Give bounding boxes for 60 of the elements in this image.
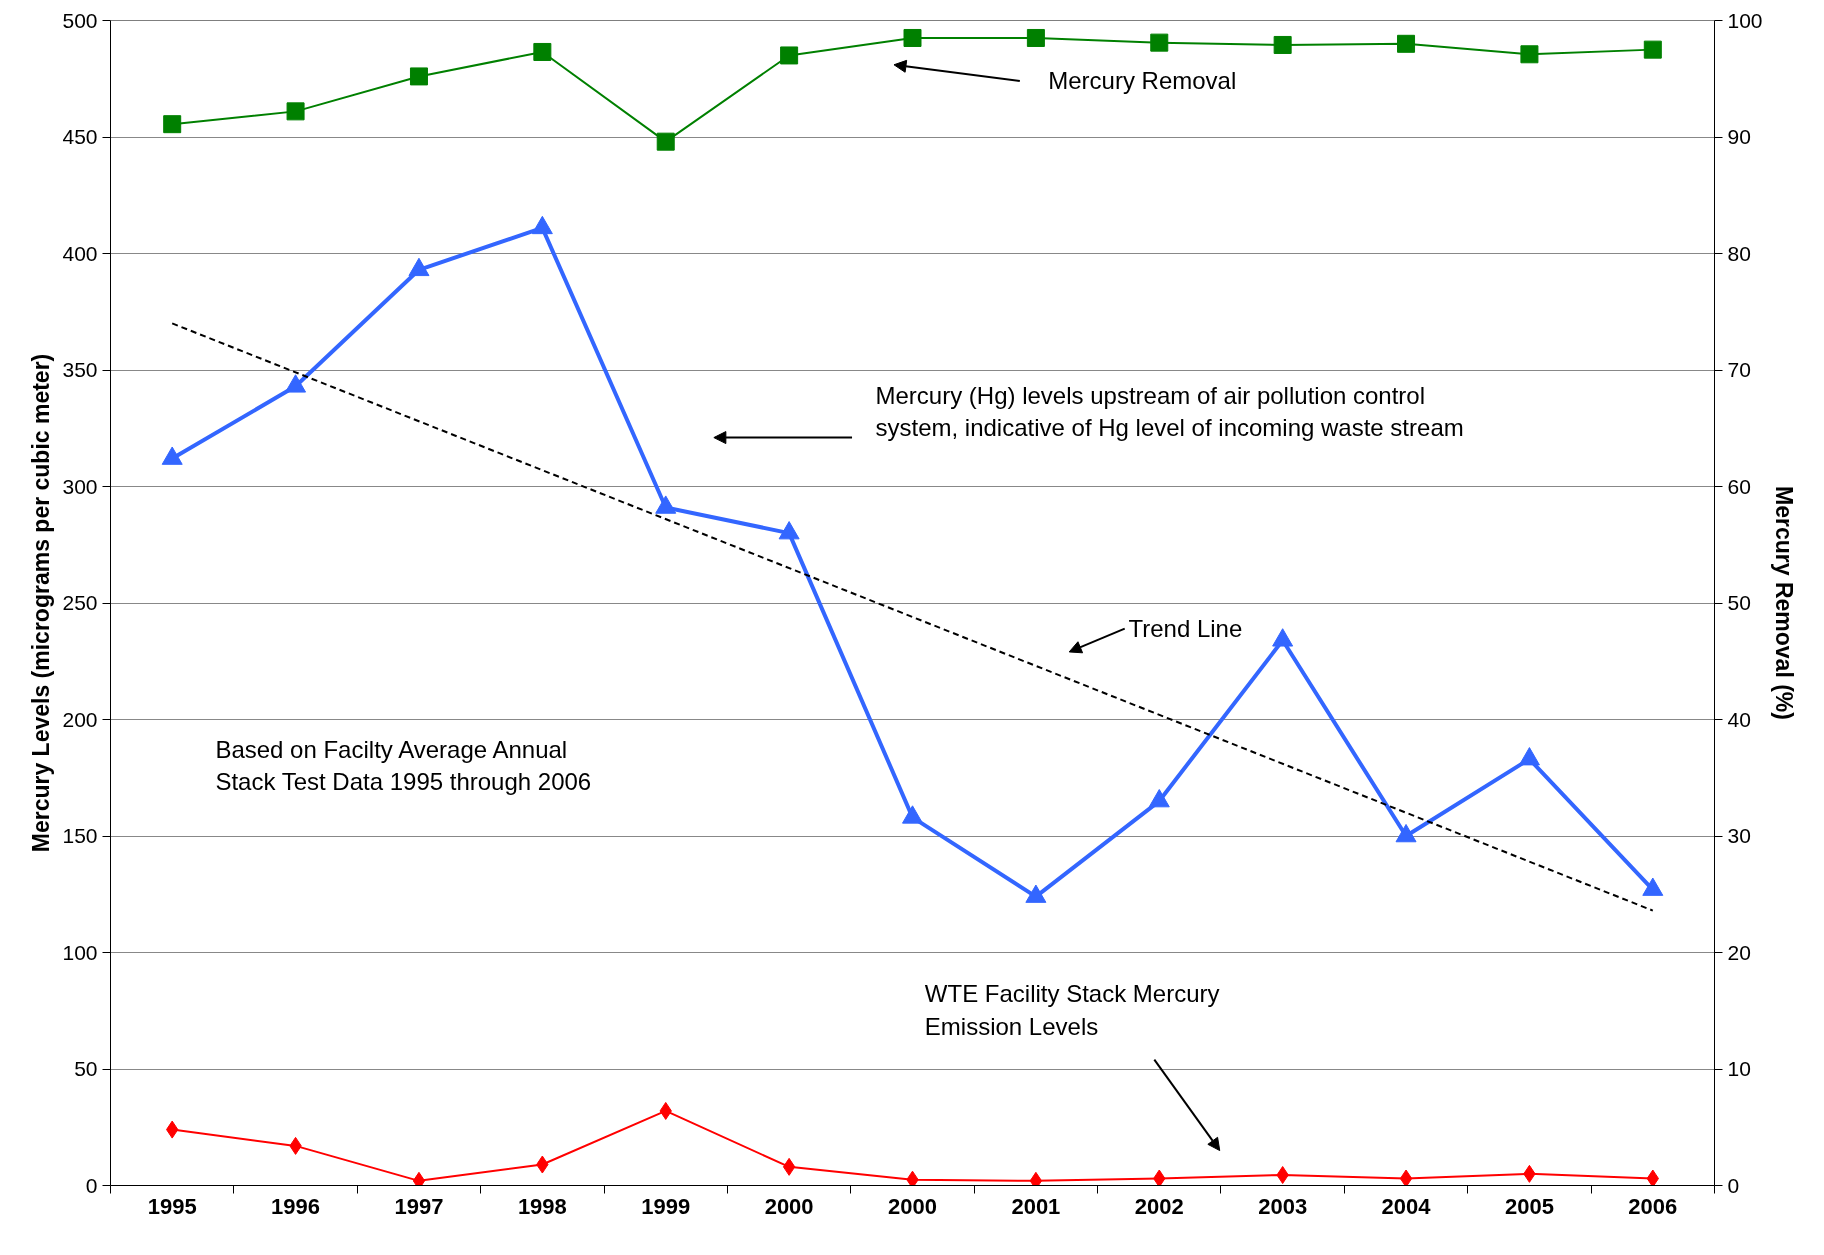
y2-axis-title: Mercury Removal (%) <box>1770 486 1797 720</box>
x-tick-label: 2000 <box>888 1193 937 1219</box>
point <box>1395 823 1417 843</box>
x-tick-label: 2003 <box>1258 1193 1308 1219</box>
y2-tick-label: 100 <box>1727 8 1763 32</box>
y2-tick-label: 80 <box>1727 241 1751 265</box>
x-tick-label: 2001 <box>1011 1193 1061 1219</box>
point <box>1272 628 1294 647</box>
y-tick-label: 50 <box>74 1057 98 1080</box>
y-tick-label: 300 <box>62 474 98 498</box>
point <box>1642 877 1664 896</box>
annotation: Based on Facilty Average Annual Stack Test Data 1995 through 2006 <box>215 735 592 796</box>
y2-tick-label: 70 <box>1727 358 1751 381</box>
point <box>782 1157 796 1176</box>
y-tick-label: 200 <box>62 707 98 731</box>
y2-tick-label: 60 <box>1727 474 1751 498</box>
point <box>1025 884 1047 903</box>
y2-tick-label: 90 <box>1727 125 1751 148</box>
x-tick-label: 2000 <box>764 1193 814 1219</box>
y2-tick-label: 10 <box>1727 1057 1751 1080</box>
y-tick-label: 450 <box>62 125 98 148</box>
point <box>161 446 183 465</box>
point <box>902 805 923 824</box>
x-tick-label: 2002 <box>1134 1193 1184 1219</box>
y2-tick-label: 50 <box>1727 591 1751 614</box>
x-tick-label: 2006 <box>1628 1193 1678 1219</box>
x-tick-label: 1999 <box>641 1193 691 1219</box>
y2-tick-label: 0 <box>1727 1173 1740 1197</box>
point <box>778 521 800 540</box>
x-tick-label: 1997 <box>394 1193 444 1219</box>
y-tick-label: 350 <box>62 358 98 381</box>
x-tick-label: 1995 <box>147 1193 197 1219</box>
annotation: Mercury (Hg) levels upstream of air pollution control system, indicative of Hg level of incoming waste stream <box>875 381 1464 442</box>
annotation: WTE Facility Stack Mercury Emission Levels <box>924 980 1220 1040</box>
point <box>1148 789 1170 808</box>
y-tick-label: 250 <box>62 591 98 614</box>
y-axis-title: Mercury Levels (micrograms per cubic meter) <box>28 353 55 853</box>
x-tick-label: 2005 <box>1504 1193 1554 1219</box>
y2-tick-label: 40 <box>1727 707 1751 731</box>
annotation: Trend Line <box>1128 614 1243 642</box>
y2-tick-label: 30 <box>1727 824 1751 847</box>
y-tick-label: 150 <box>62 824 98 847</box>
point <box>655 495 677 514</box>
y-tick-label: 0 <box>85 1173 98 1197</box>
point <box>1153 1169 1166 1186</box>
y-tick-label: 100 <box>62 940 98 964</box>
point <box>1518 747 1540 766</box>
y-tick-label: 400 <box>62 241 98 265</box>
x-tick-label: 2004 <box>1381 1193 1432 1219</box>
point <box>408 257 430 277</box>
y2-tick-label: 20 <box>1727 940 1751 964</box>
point <box>285 374 307 393</box>
annotation: Mercury Removal <box>1048 67 1237 95</box>
y-tick-label: 500 <box>62 8 98 32</box>
point <box>1399 1169 1413 1186</box>
point <box>1646 1169 1659 1186</box>
x-tick-label: 1998 <box>517 1193 567 1219</box>
point <box>531 215 553 235</box>
point <box>906 1170 919 1186</box>
x-tick-label: 1996 <box>271 1193 321 1219</box>
